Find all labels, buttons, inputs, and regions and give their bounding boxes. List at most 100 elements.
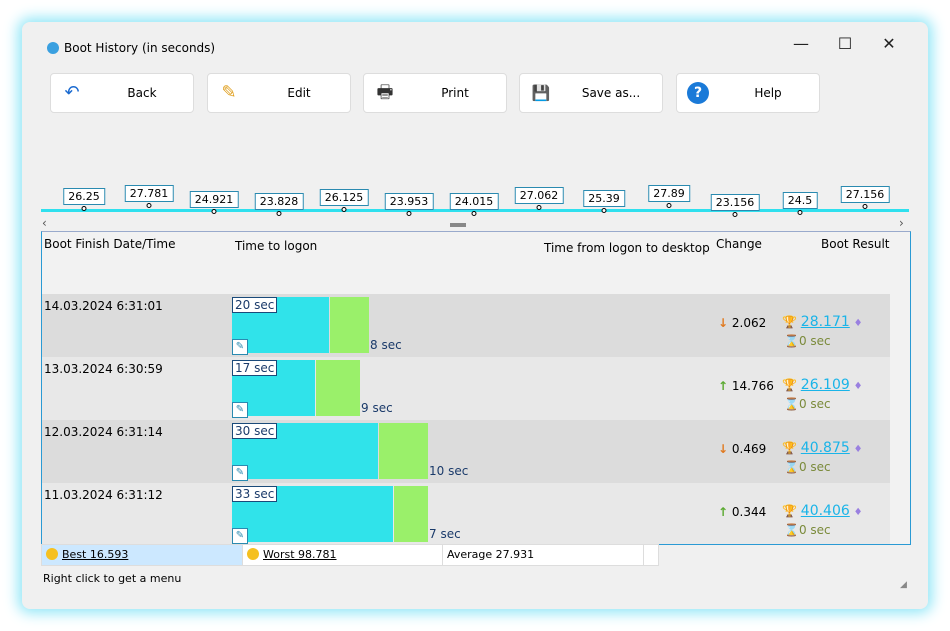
- edit-note-icon[interactable]: ✎: [232, 528, 248, 544]
- timeline-point-label[interactable]: 24.5: [782, 192, 818, 209]
- timeline-point-label[interactable]: 26.25: [63, 188, 105, 205]
- table-row[interactable]: 14.03.2024 6:31:01 20 sec 8 sec ✎ ↓ 2.06…: [42, 294, 890, 357]
- timeline-point-label[interactable]: 27.781: [124, 185, 174, 202]
- help-label: Help: [754, 86, 782, 100]
- desktop-bar[interactable]: [330, 297, 369, 353]
- wait-time: 0 sec: [798, 334, 831, 348]
- hourglass-icon: ⌛: [784, 523, 799, 537]
- trophy-icon: 🏆: [782, 441, 797, 455]
- logon-label: 17 sec: [232, 360, 278, 376]
- wait-time: 0 sec: [798, 397, 831, 411]
- scroll-right-arrow[interactable]: ›: [899, 216, 904, 230]
- header-result: Boot Result: [821, 237, 890, 251]
- boot-date: 14.03.2024 6:31:01: [44, 299, 163, 313]
- timeline-point-label[interactable]: 25.39: [583, 190, 625, 207]
- timeline-point-label[interactable]: 23.953: [384, 193, 434, 210]
- scroll-left-arrow[interactable]: ‹: [42, 216, 47, 230]
- close-button[interactable]: ✕: [882, 34, 896, 53]
- timeline-point[interactable]: [471, 211, 477, 216]
- desktop-label: 7 sec: [429, 527, 461, 541]
- logon-label: 30 sec: [232, 423, 278, 439]
- timeline-point-label[interactable]: 27.062: [514, 187, 564, 204]
- boot-history-table: Boot Finish Date/Time Time to logon Time…: [41, 231, 911, 545]
- save-as-label: Save as...: [581, 86, 641, 100]
- trophy-icon: 🏆: [782, 504, 797, 518]
- horizontal-scroll-thumb[interactable]: [450, 223, 466, 227]
- back-arrow-icon: ↶: [64, 82, 80, 103]
- change-value: 0.469: [731, 442, 767, 456]
- timeline-point[interactable]: [536, 205, 542, 210]
- desktop-label: 10 sec: [429, 464, 469, 478]
- boot-date: 11.03.2024 6:31:12: [44, 488, 163, 502]
- timeline-point[interactable]: [601, 208, 607, 213]
- help-button[interactable]: ? Help: [676, 73, 820, 113]
- arrow-down-icon: ↓: [718, 316, 729, 330]
- desktop-label: 8 sec: [370, 338, 402, 352]
- worst-link[interactable]: Worst 98.781: [263, 548, 337, 561]
- best-stat[interactable]: Best 16.593: [42, 545, 242, 565]
- timeline-point[interactable]: [341, 207, 347, 212]
- help-icon: ?: [687, 82, 709, 104]
- boot-history-window: Boot History (in seconds) — ☐ ✕ ↶ Back ✎ E…: [22, 22, 928, 609]
- table-row[interactable]: 11.03.2024 6:31:12 33 sec 7 sec ✎ ↑ 0.34…: [42, 483, 890, 544]
- timeline-point[interactable]: [276, 211, 282, 216]
- timeline-point[interactable]: [666, 203, 672, 208]
- sad-face-icon: [247, 548, 259, 560]
- app-icon: [47, 42, 59, 54]
- vertical-scrollbar[interactable]: [910, 232, 911, 544]
- timeline-point-label[interactable]: 24.015: [449, 193, 499, 210]
- average-stat: Average 27.931: [442, 545, 644, 565]
- boot-date: 13.03.2024 6:30:59: [44, 362, 163, 376]
- change-value: 2.062: [731, 316, 767, 330]
- save-icon: 💾: [531, 84, 551, 102]
- timeline-point[interactable]: [211, 209, 217, 214]
- best-link[interactable]: Best 16.593: [62, 548, 129, 561]
- boot-result-link[interactable]: 28.171: [800, 314, 850, 330]
- timeline-point[interactable]: [797, 210, 803, 215]
- timeline-point-label[interactable]: 27.89: [648, 185, 690, 202]
- edit-note-icon[interactable]: ✎: [232, 339, 248, 355]
- header-logon: Time to logon: [235, 239, 318, 253]
- timeline-point-label[interactable]: 23.828: [254, 193, 304, 210]
- print-label: Print: [441, 86, 469, 100]
- resize-grip-icon[interactable]: ◢: [900, 580, 907, 590]
- timeline-point[interactable]: [732, 212, 738, 217]
- minimize-button[interactable]: —: [793, 34, 809, 53]
- hourglass-icon: ⌛: [784, 460, 799, 474]
- logon-label: 20 sec: [232, 297, 278, 313]
- back-button[interactable]: ↶ Back: [50, 73, 194, 113]
- desktop-bar[interactable]: [394, 486, 428, 542]
- timeline-point-label[interactable]: 27.156: [840, 186, 890, 203]
- boot-result-link[interactable]: 26.109: [800, 377, 850, 393]
- edit-button[interactable]: ✎ Edit: [207, 73, 351, 113]
- wait-time: 0 sec: [798, 460, 831, 474]
- table-row[interactable]: 12.03.2024 6:31:14 30 sec 10 sec ✎ ↓ 0.4…: [42, 420, 890, 483]
- edit-note-icon[interactable]: ✎: [232, 465, 248, 481]
- boot-result-link[interactable]: 40.406: [800, 503, 850, 519]
- print-button[interactable]: 🖶 Print: [363, 73, 507, 113]
- change-value: 0.344: [731, 505, 767, 519]
- worst-stat[interactable]: Worst 98.781: [242, 545, 443, 565]
- desktop-bar[interactable]: [379, 423, 428, 479]
- printer-icon: 🖶: [376, 82, 394, 103]
- timeline-point[interactable]: [146, 203, 152, 208]
- maximize-button[interactable]: ☐: [837, 34, 853, 53]
- desktop-label: 9 sec: [361, 401, 393, 415]
- timeline-point-label[interactable]: 26.125: [319, 189, 369, 206]
- timeline-point-label[interactable]: 23.156: [710, 194, 760, 211]
- timeline-point[interactable]: [81, 206, 87, 211]
- hourglass-icon: ⌛: [784, 334, 799, 348]
- header-date: Boot Finish Date/Time: [44, 237, 176, 251]
- arrow-up-icon: ↑: [718, 505, 729, 519]
- rocket-icon: ♦: [853, 318, 863, 329]
- table-row[interactable]: 13.03.2024 6:30:59 17 sec 9 sec ✎ ↑ 14.7…: [42, 357, 890, 420]
- desktop-bar[interactable]: [316, 360, 360, 416]
- timeline-point-label[interactable]: 24.921: [189, 191, 239, 208]
- edit-note-icon[interactable]: ✎: [232, 402, 248, 418]
- boot-timeline[interactable]: 26.25 27.781 24.921 23.828 26.125 23.953 24.01…: [41, 185, 909, 217]
- boot-result-link[interactable]: 40.875: [800, 440, 850, 456]
- timeline-point[interactable]: [862, 204, 868, 209]
- change-value: 14.766: [731, 379, 774, 393]
- timeline-point[interactable]: [406, 211, 412, 216]
- save-as-button[interactable]: 💾 Save as...: [519, 73, 663, 113]
